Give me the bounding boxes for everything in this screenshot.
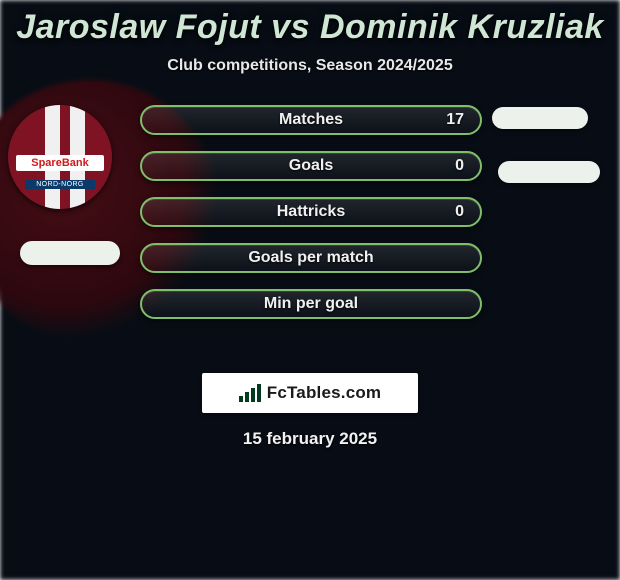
stat-label: Min per goal [142, 291, 480, 317]
player-left-name-pill [20, 241, 120, 265]
jersey-subsponsor: NORD-NORG [25, 180, 96, 189]
stat-value: 0 [455, 199, 464, 225]
snapshot-date: 15 february 2025 [0, 429, 620, 449]
stat-bars: Matches 17 Goals 0 Hattricks 0 Goals per… [140, 105, 482, 335]
page-title: Jaroslaw Fojut vs Dominik Kruzliak [0, 6, 620, 51]
player-right-pill-2 [498, 161, 600, 183]
player-right-pill-1 [492, 107, 588, 129]
branding-text: FcTables.com [267, 383, 382, 403]
stat-label: Goals [142, 153, 480, 179]
stat-bar: Matches 17 [140, 105, 482, 135]
stat-value: 17 [446, 107, 464, 133]
stat-bar: Goals per match [140, 243, 482, 273]
stat-bar: Goals 0 [140, 151, 482, 181]
stat-label: Goals per match [142, 245, 480, 271]
subtitle: Club competitions, Season 2024/2025 [0, 57, 620, 75]
jersey-graphic: SpareBank NORD-NORG [8, 105, 112, 209]
stat-label: Hattricks [142, 199, 480, 225]
bar-chart-icon [239, 384, 261, 402]
stats-stage: SpareBank NORD-NORG Matches 17 Goals 0 H… [0, 105, 620, 365]
stat-bar: Hattricks 0 [140, 197, 482, 227]
stat-label: Matches [142, 107, 480, 133]
comparison-card: Jaroslaw Fojut vs Dominik Kruzliak Club … [0, 0, 620, 449]
stat-value: 0 [455, 153, 464, 179]
player-left-avatar: SpareBank NORD-NORG [8, 105, 112, 209]
branding-badge: FcTables.com [202, 373, 418, 413]
stat-bar: Min per goal [140, 289, 482, 319]
jersey-sponsor: SpareBank [16, 155, 103, 171]
